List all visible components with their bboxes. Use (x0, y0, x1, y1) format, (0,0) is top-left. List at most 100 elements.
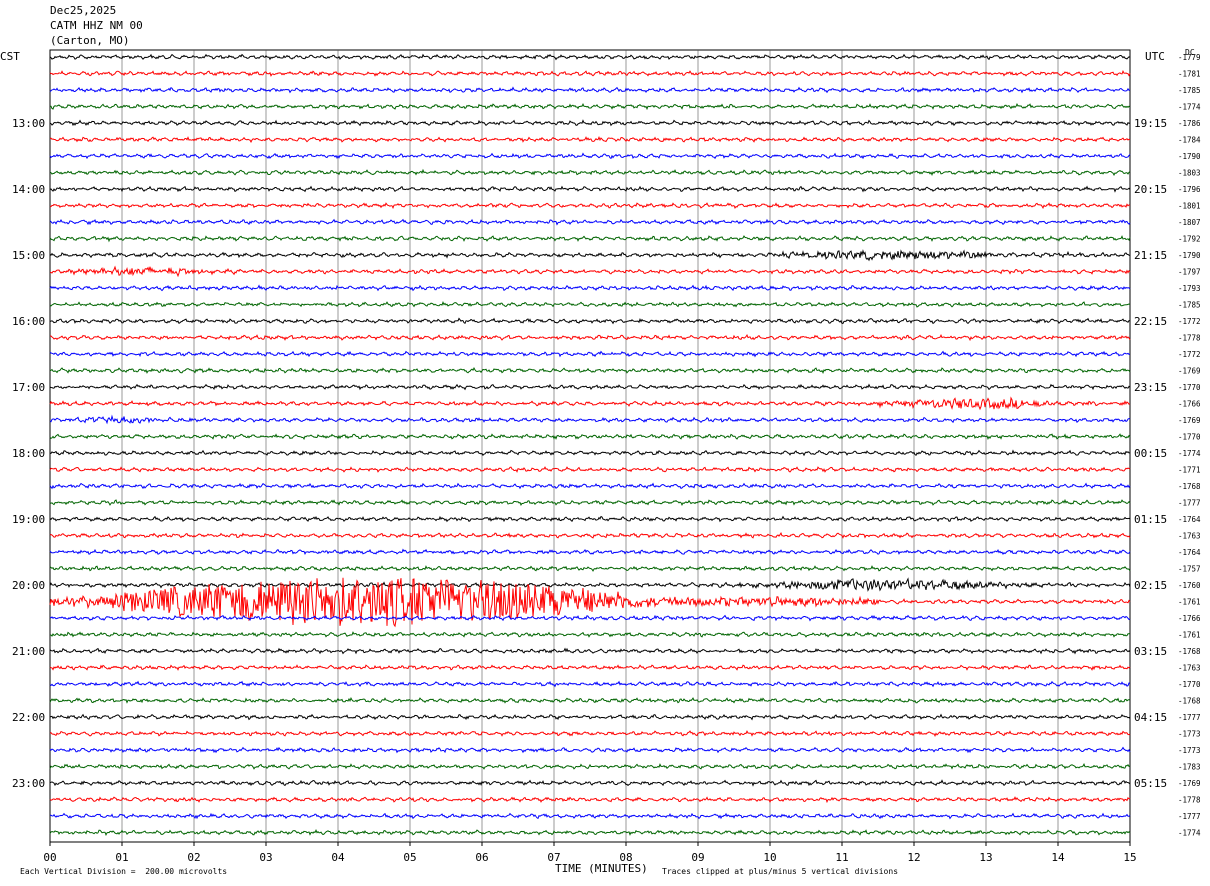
dc-offset-label: -1764 (1178, 548, 1201, 557)
seismic-trace (50, 631, 1131, 638)
dc-offset-label: -1777 (1178, 713, 1201, 722)
seismic-trace (49, 334, 1131, 342)
dc-offset-label: -1793 (1178, 284, 1201, 293)
seismic-trace (49, 69, 1131, 77)
dc-offset-label: -1763 (1178, 664, 1201, 673)
vertical-division-note: Each Vertical Division = 200.00 microvol… (20, 867, 228, 876)
seismic-trace (49, 367, 1131, 374)
dc-offset-label: -1761 (1178, 598, 1201, 607)
dc-offset-label: -1757 (1178, 565, 1201, 574)
seismic-trace (49, 746, 1131, 754)
dc-offset-label: -1768 (1178, 697, 1201, 706)
minute-gridlines (49, 49, 1131, 846)
seismic-trace (49, 86, 1131, 94)
dc-offset-labels: -1779 -1781 -1785 -1774 -1786 -1784 -1790 -1803… (1178, 53, 1201, 838)
seismic-trace (49, 664, 1131, 671)
cst-hour-label: 23:00 (12, 777, 45, 790)
dc-offset-label: -1768 (1178, 647, 1201, 656)
seismic-trace (49, 680, 1131, 688)
utc-hour-label: 03:15 (1134, 645, 1167, 658)
cst-hour-label: 20:00 (12, 579, 45, 592)
seismic-trace (49, 218, 1131, 226)
seismic-trace (49, 796, 1131, 804)
dc-offset-label: -1803 (1178, 169, 1201, 178)
dc-offset-label: -1774 (1178, 103, 1201, 112)
seismic-trace (49, 414, 1131, 425)
seismic-trace (49, 396, 1131, 411)
dc-offset-label: -1761 (1178, 631, 1201, 640)
cst-hour-label: 19:00 (12, 513, 45, 526)
clip-note: Traces clipped at plus/minus 5 vertical … (662, 867, 899, 876)
plot-frame (49, 49, 1131, 843)
x-tick-label: 08 (619, 851, 632, 864)
seismic-trace (50, 102, 1131, 111)
cst-hour-label: 22:00 (12, 711, 45, 724)
seismic-trace (49, 548, 1131, 556)
x-tick-label: 10 (763, 851, 776, 864)
seismic-trace (49, 152, 1131, 160)
x-tick-label: 07 (547, 851, 560, 864)
dc-offset-label: -1781 (1178, 70, 1201, 79)
header-location: (Carton, MO) (50, 34, 130, 47)
dc-offset-label: -1807 (1178, 218, 1201, 227)
dc-offset-label: -1773 (1178, 730, 1201, 739)
cst-hour-label: 14:00 (12, 183, 45, 196)
utc-hour-label: 22:15 (1134, 315, 1167, 328)
dc-offset-label: -1797 (1178, 268, 1201, 277)
seismic-trace (49, 300, 1131, 308)
cst-hour-label: 17:00 (12, 381, 45, 394)
dc-column-label: DC (1185, 48, 1195, 57)
right-timezone-label: UTC (1145, 50, 1165, 63)
seismic-trace (49, 383, 1131, 391)
seismic-trace (49, 185, 1131, 193)
utc-hour-label: 00:15 (1134, 447, 1167, 460)
utc-hour-label: 23:15 (1134, 381, 1167, 394)
cst-hour-label: 18:00 (12, 447, 45, 460)
dc-offset-label: -1773 (1178, 746, 1201, 755)
seismic-trace (49, 482, 1131, 490)
seismic-trace (49, 515, 1131, 523)
seismic-trace (49, 350, 1131, 358)
seismic-trace (49, 763, 1131, 770)
dc-offset-label: -1783 (1178, 763, 1201, 772)
cst-hour-label: 21:00 (12, 645, 45, 658)
x-tick-label: 03 (259, 851, 272, 864)
x-tick-label: 05 (403, 851, 416, 864)
seismic-trace (49, 577, 1131, 592)
cst-hour-label: 13:00 (12, 117, 45, 130)
seismic-trace (49, 202, 1131, 210)
dc-offset-label: -1786 (1178, 119, 1201, 128)
dc-offset-label: -1771 (1178, 466, 1201, 475)
seismic-trace (49, 779, 1131, 787)
x-tick-label: 11 (835, 851, 848, 864)
seismic-trace (49, 697, 1131, 704)
seismic-trace (50, 812, 1131, 820)
dc-offset-label: -1769 (1178, 367, 1201, 376)
dc-offset-label: -1790 (1178, 251, 1201, 260)
minute-tick-labels: 00 01 02 03 04 05 06 07 08 09 10 11 12 13 14 15 (43, 851, 1136, 864)
seismic-trace (49, 647, 1131, 655)
dc-offset-label: -1777 (1178, 812, 1201, 821)
seismic-trace (49, 235, 1131, 243)
utc-hour-label: 21:15 (1134, 249, 1167, 262)
seismic-trace (49, 713, 1131, 721)
x-tick-label: 04 (331, 851, 345, 864)
dc-offset-label: -1785 (1178, 86, 1201, 95)
seismic-trace (49, 168, 1131, 177)
cst-hour-labels: 13:00 14:00 15:00 16:00 17:00 18:00 19:00 20:00… (12, 117, 45, 790)
dc-offset-label: -1768 (1178, 482, 1201, 491)
dc-offset-label: -1792 (1178, 235, 1201, 244)
dc-offset-label: -1796 (1178, 185, 1201, 194)
left-timezone-label: CST (0, 50, 20, 63)
dc-offset-label: -1760 (1178, 581, 1201, 590)
dc-offset-label: -1778 (1178, 796, 1201, 805)
x-tick-label: 15 (1123, 851, 1136, 864)
dc-offset-label: -1774 (1178, 829, 1201, 838)
seismic-trace (49, 317, 1131, 325)
utc-hour-label: 01:15 (1134, 513, 1167, 526)
dc-offset-label: -1778 (1178, 334, 1201, 343)
cst-hour-label: 16:00 (12, 315, 45, 328)
dc-offset-label: -1772 (1178, 317, 1201, 326)
dc-offset-label: -1763 (1178, 532, 1201, 541)
dc-offset-label: -1770 (1178, 680, 1201, 689)
